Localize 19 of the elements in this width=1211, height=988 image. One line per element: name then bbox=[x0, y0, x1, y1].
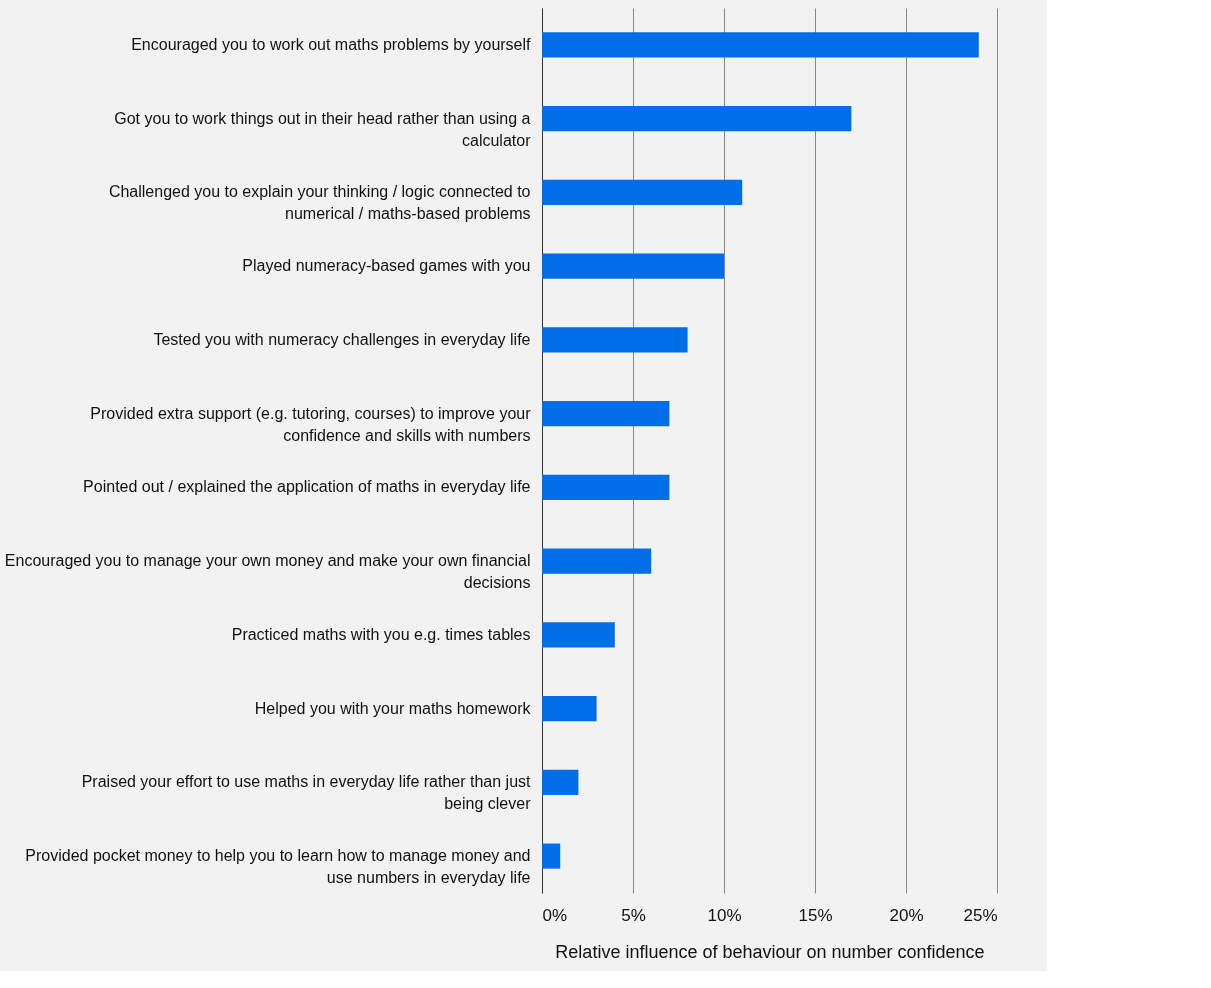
y-tick-label: Tested you with numeracy challenges in everyday life bbox=[153, 330, 531, 348]
x-tick-label: 0% bbox=[542, 905, 568, 925]
x-tick-label: 15% bbox=[798, 905, 833, 925]
x-tick-label: 20% bbox=[889, 905, 924, 925]
y-tick-label: Practiced maths with you e.g. times tables bbox=[231, 625, 531, 643]
y-tick-label: Challenged you to explain your thinking / logic connected to numerical / maths-based problems bbox=[108, 183, 531, 223]
x-tick-label: 5% bbox=[621, 905, 646, 925]
x-axis-title: Relative influence of behaviour on number confidence bbox=[555, 941, 985, 962]
y-tick-label: Encouraged you to work out maths problems by yourself bbox=[131, 35, 532, 53]
x-tick-label: 25% bbox=[963, 905, 998, 925]
y-tick-label: Got you to work things out in their head rather than using a calculator bbox=[114, 109, 532, 149]
x-tick-label: 10% bbox=[707, 905, 742, 925]
y-tick-label: Played numeracy-based games with you bbox=[242, 257, 531, 275]
y-tick-label: Helped you with your maths homework bbox=[254, 699, 532, 717]
y-tick-label: Praised your effort to use maths in everyday life rather than just being clever bbox=[81, 773, 532, 813]
y-tick-label: Provided extra support (e.g. tutoring, courses) to improve your confidence and skills with numbers bbox=[90, 404, 532, 444]
y-tick-label: Pointed out / explained the application of maths in everyday life bbox=[83, 478, 531, 496]
y-tick-label: Provided pocket money to help you to learn how to manage money and use numbers in everyday life bbox=[25, 847, 531, 887]
y-tick-label: Encouraged you to manage your own money and make your own financial decisions bbox=[4, 552, 531, 592]
